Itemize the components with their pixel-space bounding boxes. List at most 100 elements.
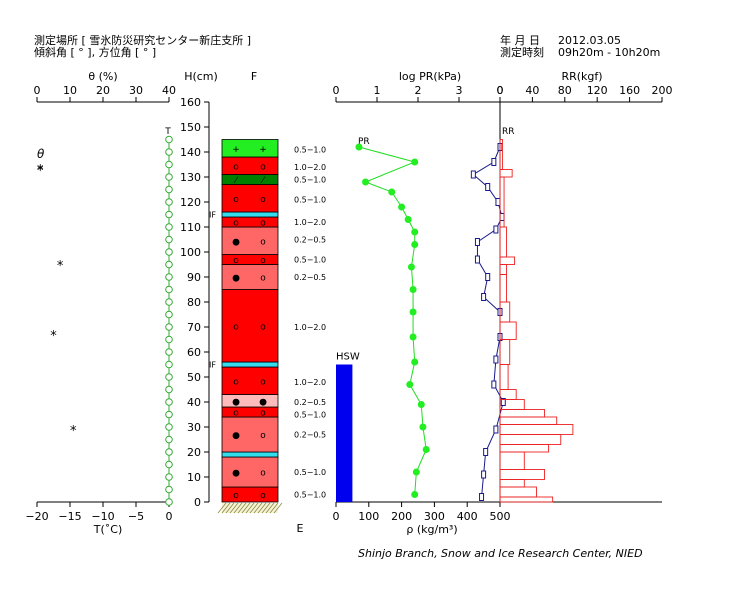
grain-shape-1: o (233, 491, 239, 501)
rr-tick-label: 0 (497, 84, 504, 97)
height-tick-label: 160 (180, 96, 201, 109)
height-tick-label: 70 (187, 321, 201, 334)
column-label-f: F (251, 70, 257, 83)
grain-shape-1: ● (232, 431, 240, 441)
density-tick-label: 100 (358, 510, 379, 523)
rr-segment (499, 444, 550, 453)
grain-shape-1: ● (232, 469, 240, 479)
temperature-point (165, 485, 173, 494)
ground-hatch (217, 502, 227, 514)
legend-theta: θ (37, 147, 45, 161)
pr-point (495, 198, 501, 206)
pr-point (493, 355, 499, 364)
grain-size-label: 1.0−2.0 (294, 323, 326, 332)
height-axis-label: H(cm) (184, 70, 218, 83)
ground-hatch (253, 502, 263, 514)
height-tick-label: 50 (187, 371, 201, 384)
temperature-point (165, 185, 173, 194)
rr-segment (499, 434, 562, 445)
grain-size-label: 0.5−1.0 (294, 491, 326, 500)
temperature-point (165, 423, 173, 431)
rr-tick-label: 40 (525, 84, 539, 97)
rr-label: RR (502, 127, 515, 137)
grain-shape-1: ● (232, 237, 240, 247)
snow-layer (221, 361, 279, 368)
grain-shape-2: o (260, 195, 266, 205)
height-tick-label: 0 (194, 496, 201, 509)
density-point (406, 381, 414, 388)
height-tick-label: 150 (180, 121, 201, 134)
pr-point (470, 170, 476, 179)
ground-hatch (273, 502, 283, 514)
if-mark: IF (209, 361, 216, 370)
slope-line: 傾斜角 [ ° ], 方位角 [ ° ] (34, 46, 157, 59)
rr-tick-label: 200 (652, 84, 673, 97)
temperature-point (165, 198, 173, 206)
snow-layer (221, 184, 279, 213)
column-label-e: E (297, 522, 304, 535)
snow-layer (221, 216, 279, 228)
rr-segment (499, 256, 516, 265)
density-point (419, 423, 427, 431)
rr-segment (499, 274, 507, 303)
grain-shape-1: ⁄ (233, 176, 239, 186)
density-point (422, 446, 430, 453)
ground-hatch (269, 502, 279, 514)
temperature-point (165, 373, 173, 381)
snow-layer (221, 174, 279, 185)
height-tick-label: 20 (187, 446, 201, 459)
grain-shape-2: ⁄ (260, 176, 266, 186)
pr-point (485, 273, 491, 281)
height-tick-label: 140 (180, 146, 201, 159)
pr-tick-label: 2 (415, 84, 422, 97)
temperature-point (165, 160, 173, 169)
density-point (411, 228, 419, 236)
pr-point (493, 425, 499, 434)
density-point (409, 333, 417, 341)
pr-point (474, 255, 480, 264)
theta-tick-label: 0 (34, 84, 41, 97)
snow-layer (221, 139, 279, 158)
rr-segment (499, 139, 503, 170)
theta-top-label: T (164, 127, 171, 137)
pr-point (485, 183, 491, 191)
legend-star: * (37, 163, 44, 178)
snow-layer (221, 254, 279, 265)
density-point (411, 241, 419, 248)
temperature-tick-label: −20 (25, 510, 48, 523)
grain-size-label: 0.2−0.5 (294, 398, 326, 407)
grain-shape-2: o (260, 409, 266, 419)
grain-size-label: 1.0−2.0 (294, 378, 326, 387)
rr-segment (499, 264, 507, 275)
snow-layer (221, 226, 279, 255)
ground-hatch (241, 502, 251, 514)
temperature-point (165, 348, 173, 356)
snow-layer (221, 486, 279, 503)
height-tick-label: 30 (187, 421, 201, 434)
snow-layer (221, 456, 279, 488)
grain-shape-2: + (259, 145, 267, 155)
density-tick-label: 400 (457, 510, 478, 523)
if-mark: IF (209, 211, 216, 220)
temperature-point (165, 248, 173, 256)
temperature-tick-label: 0 (166, 510, 173, 523)
pr-point (483, 448, 489, 456)
grain-size-label: 0.5−1.0 (294, 196, 326, 205)
rr-segment (499, 496, 554, 503)
snow-layer (221, 211, 279, 218)
time-value: 09h20m - 10h20m (558, 46, 661, 59)
height-tick-label: 40 (187, 396, 201, 409)
hsw-label: HSW (336, 352, 360, 363)
temperature-point (165, 285, 173, 294)
rr-segment (499, 169, 513, 178)
grain-shape-2: o (260, 219, 266, 229)
temperature-point (165, 298, 173, 306)
pr-point (474, 238, 480, 246)
ground-hatch (261, 502, 271, 514)
temperature-point (165, 260, 173, 269)
theta-tick-label: 40 (162, 84, 176, 97)
pr-axis-label: log PR(kPa) (399, 70, 461, 83)
pr-tick-label: 3 (456, 84, 463, 97)
density-tick-label: 300 (424, 510, 445, 523)
